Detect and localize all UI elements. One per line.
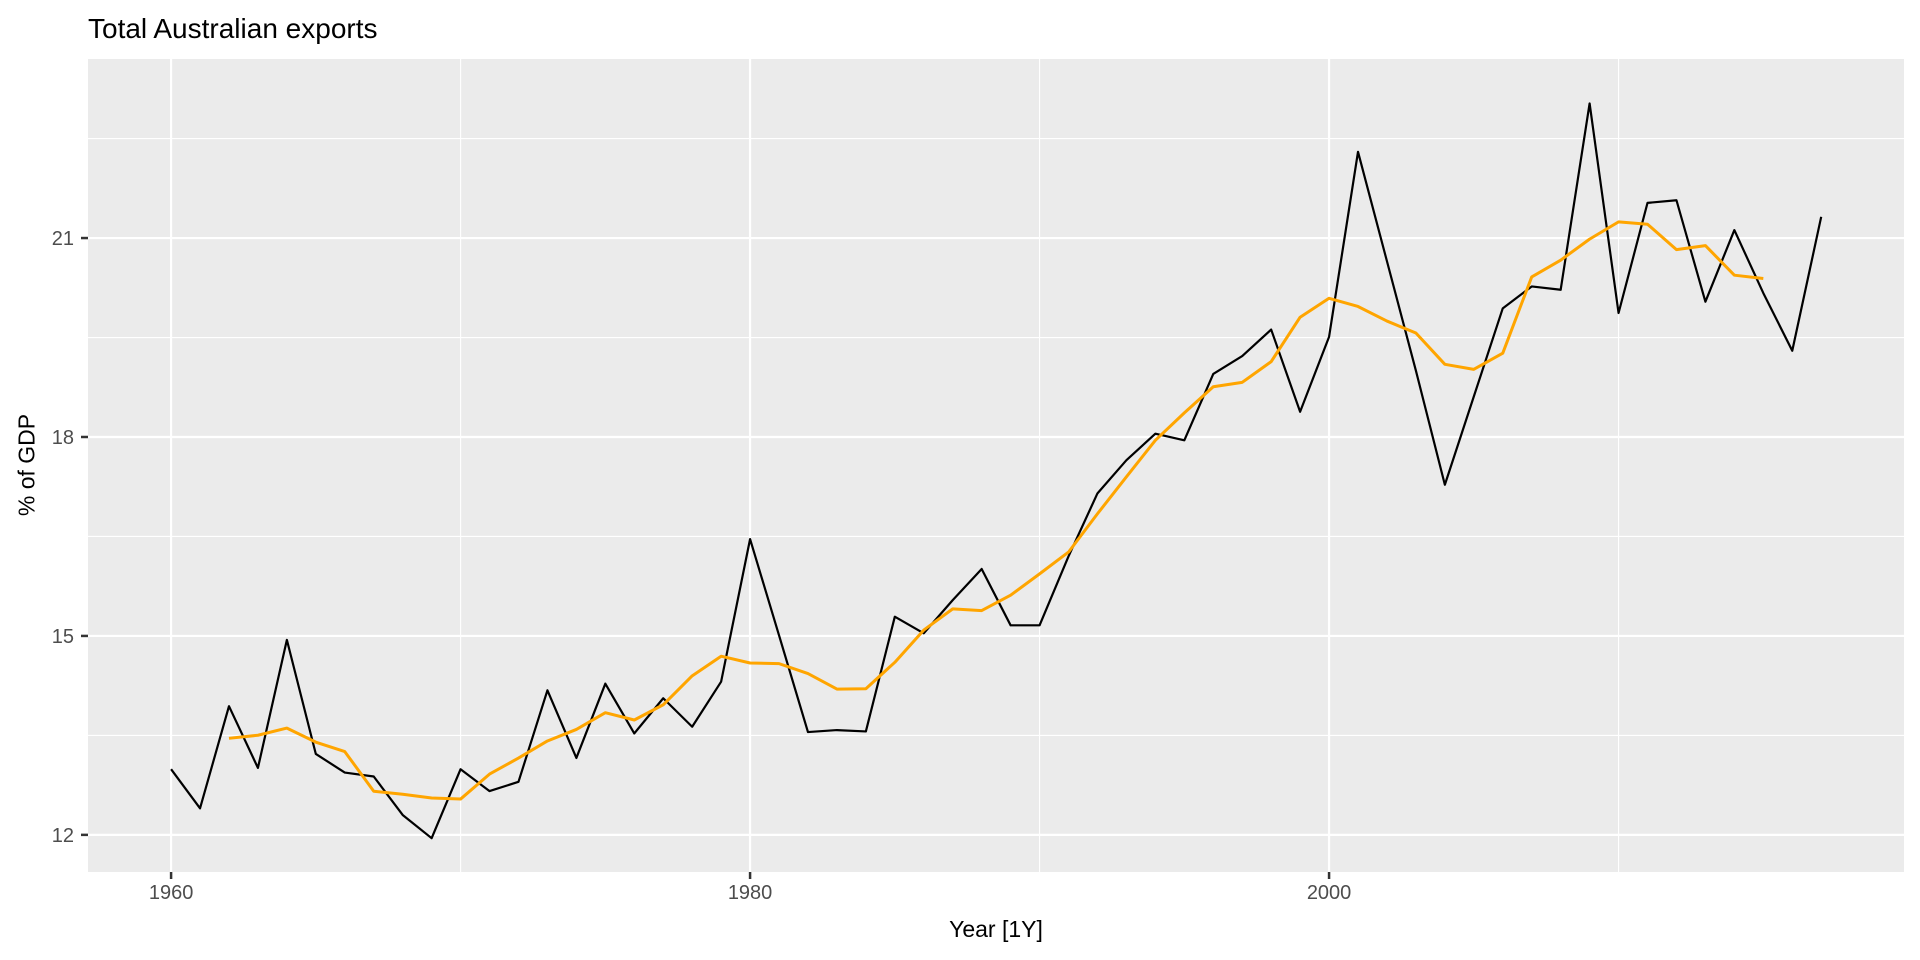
chart-title: Total Australian exports <box>88 13 378 44</box>
series-line-5-ma <box>228 220 1764 801</box>
y-tick-label: 12 <box>52 825 74 847</box>
series-line-exports <box>170 102 1823 840</box>
y-tick-label: 18 <box>52 427 74 449</box>
x-axis-title-wrap: Year [1Y] <box>0 916 1920 943</box>
x-tick-label: 1960 <box>149 882 194 904</box>
x-axis-title: Year [1Y] <box>949 916 1043 942</box>
x-tick-label: 1980 <box>728 882 773 904</box>
y-tick-label: 15 <box>52 626 74 648</box>
y-axis-title: % of GDP <box>13 413 40 517</box>
x-tick-label: 2000 <box>1307 882 1352 904</box>
y-tick-label: 21 <box>52 228 74 250</box>
panel-background <box>88 59 1904 872</box>
